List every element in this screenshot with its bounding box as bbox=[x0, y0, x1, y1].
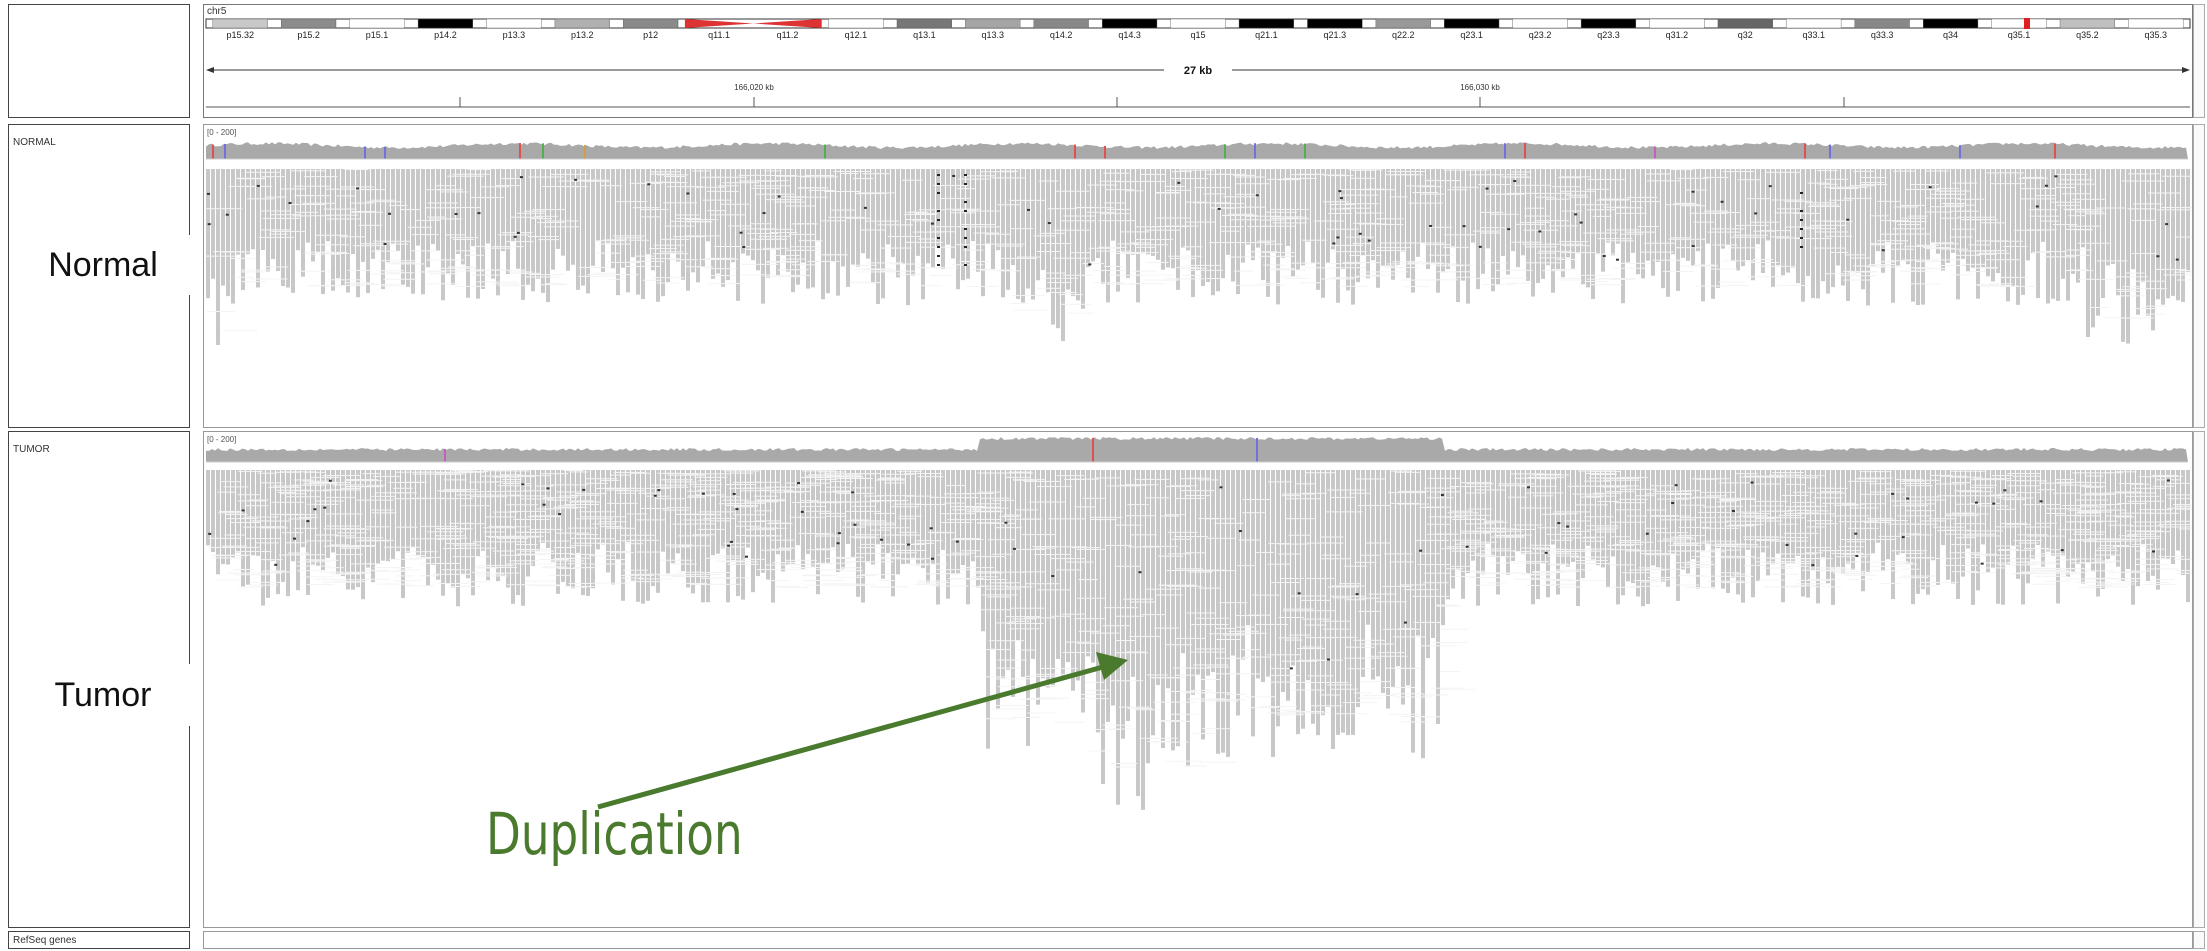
header-name-panel bbox=[8, 4, 190, 118]
centromere-band bbox=[684, 19, 754, 28]
ideogram-band bbox=[417, 18, 474, 29]
ideogram-band bbox=[1102, 18, 1158, 29]
band-label: q12.1 bbox=[845, 30, 868, 40]
ideogram-band bbox=[1444, 18, 1500, 29]
coverage-histogram bbox=[206, 437, 2188, 462]
refseq-scrollbar[interactable] bbox=[2193, 931, 2205, 949]
normal-track-name: NORMAL bbox=[13, 137, 56, 148]
band-label: q14.2 bbox=[1050, 30, 1073, 40]
band-label: p15.2 bbox=[297, 30, 320, 40]
ideogram-band bbox=[623, 18, 679, 29]
tumor-track-name: TUMOR bbox=[13, 444, 50, 455]
ideogram-band bbox=[1307, 18, 1363, 29]
band-label: q34 bbox=[1943, 30, 1958, 40]
tumor-data-panel[interactable]: [0 - 200] bbox=[203, 431, 2193, 928]
ideogram-band bbox=[212, 18, 268, 29]
band-label: p13.3 bbox=[503, 30, 526, 40]
band-label: q22.2 bbox=[1392, 30, 1415, 40]
band-label: q33.1 bbox=[1802, 30, 1825, 40]
normal-data-panel[interactable]: [0 - 200] bbox=[203, 124, 2193, 428]
normal-name-panel: NORMAL Normal bbox=[8, 124, 191, 428]
band-label: q23.1 bbox=[1460, 30, 1483, 40]
ideogram-band bbox=[349, 18, 405, 29]
band-label: q13.1 bbox=[913, 30, 936, 40]
ideogram-band bbox=[828, 18, 884, 29]
band-label: q33.3 bbox=[1871, 30, 1894, 40]
duplication-annotation: Duplication bbox=[486, 800, 743, 868]
tumor-alignment-track[interactable] bbox=[204, 432, 2192, 927]
band-label: q21.3 bbox=[1324, 30, 1347, 40]
refseq-data-panel[interactable] bbox=[203, 931, 2193, 949]
band-label: q15 bbox=[1190, 30, 1205, 40]
ideogram-band bbox=[1033, 18, 1089, 29]
band-label: q21.1 bbox=[1255, 30, 1278, 40]
ideogram-band bbox=[1580, 18, 1637, 29]
band-label: q23.2 bbox=[1529, 30, 1552, 40]
header-scrollbar[interactable] bbox=[2193, 4, 2205, 118]
ideogram-band bbox=[965, 18, 1021, 29]
band-label: p15.1 bbox=[366, 30, 389, 40]
normal-sample-label: Normal bbox=[15, 235, 191, 295]
ideogram-band bbox=[1375, 18, 1431, 29]
centromere-band bbox=[753, 19, 822, 28]
normal-coverage-range: [0 - 200] bbox=[207, 128, 237, 137]
tumor-sample-label: Tumor bbox=[15, 664, 191, 726]
ideogram-band bbox=[1922, 18, 1979, 29]
ideogram-band bbox=[1717, 18, 1773, 29]
ideogram-band bbox=[1512, 18, 1568, 29]
band-label: q35.1 bbox=[2008, 30, 2031, 40]
refseq-name-panel: RefSeq genes bbox=[8, 931, 190, 949]
band-label: q35.2 bbox=[2076, 30, 2099, 40]
ideogram-band bbox=[1170, 18, 1226, 29]
ideogram-band bbox=[486, 18, 542, 29]
read-pileup bbox=[206, 470, 2192, 810]
ideogram-band bbox=[1649, 18, 1705, 29]
band-label: p14.2 bbox=[434, 30, 457, 40]
band-label: q23.3 bbox=[1597, 30, 1620, 40]
ideogram-band bbox=[281, 18, 337, 29]
coverage-histogram bbox=[206, 142, 2188, 159]
ruler-tick-label: 166,020 kb bbox=[734, 83, 774, 92]
band-label: q11.2 bbox=[777, 30, 799, 40]
band-label: q11.1 bbox=[708, 30, 730, 40]
tumor-name-panel: TUMOR Tumor bbox=[8, 431, 191, 928]
span-label: 27 kb bbox=[1184, 65, 1212, 77]
refseq-track-name: RefSeq genes bbox=[13, 935, 77, 946]
band-label: q35.3 bbox=[2145, 30, 2168, 40]
region-marker bbox=[2024, 18, 2030, 29]
ideogram-band bbox=[1238, 18, 1294, 29]
band-label: p12 bbox=[643, 30, 658, 40]
chromosome-ideogram[interactable]: p15.32 p15.2 p15.1 p14.2 p13.3 p13.2 p12 q11.1 q… bbox=[204, 5, 2192, 117]
normal-alignment-track[interactable] bbox=[204, 125, 2192, 427]
tumor-coverage-range: [0 - 200] bbox=[207, 435, 237, 444]
band-label: q32 bbox=[1738, 30, 1753, 40]
band-label: q14.3 bbox=[1118, 30, 1141, 40]
band-label: p13.2 bbox=[571, 30, 594, 40]
ideogram-band bbox=[1786, 18, 1842, 29]
band-label: p15.32 bbox=[226, 30, 254, 40]
band-label: q31.2 bbox=[1666, 30, 1689, 40]
ideogram-band bbox=[554, 18, 610, 29]
ideogram-ruler-panel[interactable]: chr5 p15.32 p15.2 p15.1 p14.2 p13.3 p13.2 p12 q… bbox=[203, 4, 2193, 118]
normal-scrollbar[interactable] bbox=[2193, 124, 2205, 428]
ideogram-band bbox=[2128, 18, 2184, 29]
ideogram-band bbox=[2059, 18, 2115, 29]
chromosome-label: chr5 bbox=[207, 6, 227, 17]
ideogram-band bbox=[1854, 18, 1910, 29]
ruler-tick-label: 166,030 kb bbox=[1460, 83, 1500, 92]
band-label: q13.3 bbox=[981, 30, 1004, 40]
tumor-scrollbar[interactable] bbox=[2193, 431, 2205, 928]
read-pileup bbox=[206, 169, 2192, 346]
ideogram-band bbox=[1991, 18, 2047, 29]
ideogram-band bbox=[896, 18, 952, 29]
